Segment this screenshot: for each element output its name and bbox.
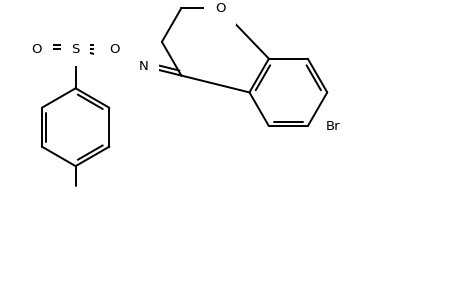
Text: N: N (139, 60, 148, 73)
Text: O: O (31, 43, 42, 56)
Text: O: O (104, 51, 115, 64)
Text: Br: Br (325, 120, 339, 133)
Text: O: O (214, 2, 225, 15)
Text: O: O (109, 43, 119, 56)
Text: S: S (71, 43, 79, 56)
